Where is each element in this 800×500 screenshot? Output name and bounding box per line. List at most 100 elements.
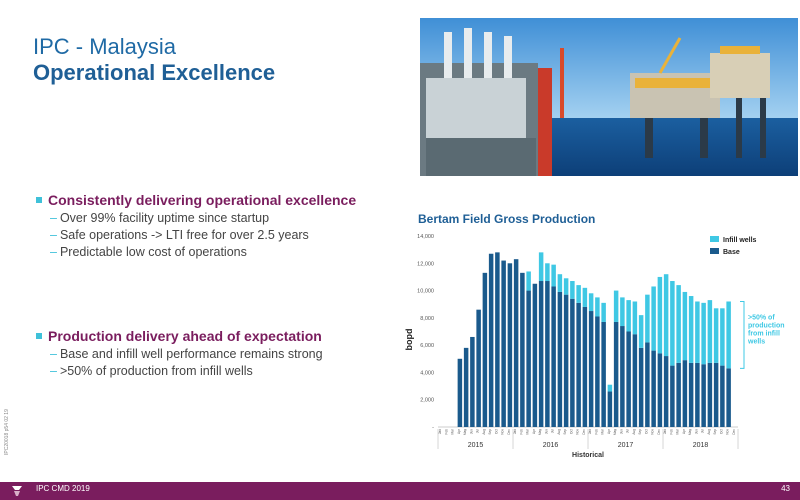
bar-infill (720, 308, 725, 366)
bar-infill (701, 302, 706, 365)
x-tick-label: Apr (607, 428, 611, 434)
bar-infill (538, 252, 544, 282)
bar-base (726, 368, 731, 427)
bar-base (713, 362, 719, 427)
bar-base (620, 326, 625, 427)
x-tick-label: Dec (657, 429, 661, 435)
y-tick-label: 2,000 (420, 398, 434, 404)
bar-infill (613, 290, 619, 322)
legend-swatch-infill (710, 236, 719, 242)
x-tick-label: Oct (569, 429, 573, 434)
bar-base (551, 286, 556, 427)
x-tick-label: May (463, 429, 467, 435)
page-subtitle: Operational Excellence (33, 60, 276, 85)
bar-infill (657, 276, 663, 354)
bar-base (513, 259, 519, 427)
legend-label-base: Base (723, 249, 740, 256)
x-tick-label: Jul (701, 429, 705, 433)
bar-infill (620, 297, 625, 327)
x-tick-label: Feb (444, 429, 448, 435)
page-title: IPC - Malaysia (33, 34, 177, 59)
bar-infill (595, 297, 600, 317)
x-tick-label: Jan (663, 429, 667, 434)
x-tick-label: Aug (557, 429, 561, 435)
bullet-item: – Base and infill well performance remain… (50, 347, 323, 361)
x-tick-label: Jun (469, 429, 473, 434)
x-tick-label: Oct (644, 429, 648, 434)
bar-infill (551, 264, 556, 287)
x-tick-label: Jun (544, 429, 548, 434)
offshore-platform-photo (420, 18, 798, 176)
bar-base (632, 334, 638, 427)
bar-base (601, 321, 606, 427)
bullet-heading: Production delivery ahead of expectation (36, 328, 323, 344)
bar-infill (588, 293, 594, 312)
x-tick-label: Dec (582, 429, 586, 435)
bar-infill (638, 315, 644, 348)
x-tick-label: Mar (451, 428, 455, 434)
annotation-text: >50% of production from infill wells (747, 314, 785, 345)
bar-base (595, 316, 600, 427)
bar-base (526, 290, 531, 427)
bar-infill (545, 263, 550, 282)
annotation-line: from infill (748, 330, 780, 337)
bar-infill (563, 278, 569, 295)
bar-base (495, 252, 500, 427)
bar-base (488, 253, 494, 427)
bar-base (476, 309, 481, 427)
x-tick-label: Nov (651, 429, 655, 435)
x-tick-label: Apr (457, 428, 461, 434)
bar-infill (682, 291, 688, 361)
bar-base (582, 306, 588, 427)
bar-infill (582, 287, 588, 307)
bar-infill (670, 281, 675, 366)
bar-infill (645, 294, 650, 343)
x-tick-label: Mar (526, 428, 530, 434)
bar-base (682, 360, 688, 427)
year-label: 2016 (543, 442, 559, 449)
x-tick-label: Nov (501, 429, 505, 435)
bar-base (588, 311, 594, 427)
x-tick-label: Jul (476, 429, 480, 433)
bar-base (507, 263, 513, 427)
bar-base (651, 350, 656, 427)
x-tick-label: Nov (576, 429, 580, 435)
bar-infill (632, 301, 638, 335)
x-tick-label: Jun (619, 429, 623, 434)
bullet-text: Predictable low cost of operations (59, 245, 247, 259)
x-tick-label: Jan (513, 429, 517, 434)
bullet-item: – Safe operations -> LTI free for over 2.… (50, 228, 309, 242)
y-tick-label: 8,000 (420, 316, 434, 322)
bar-infill (570, 281, 575, 299)
bar-base (563, 294, 569, 427)
bar-infill (676, 285, 681, 363)
x-tick-label: Mar (601, 428, 605, 434)
x-tick-label: Sep (713, 429, 717, 435)
bar-base (720, 365, 725, 427)
x-tick-label: Sep (563, 429, 567, 435)
x-tick-label: Feb (669, 429, 673, 435)
x-tick-label: Sep (488, 429, 492, 435)
year-label: 2018 (693, 442, 709, 449)
bar-base (645, 342, 650, 427)
y-tick-label: - (432, 425, 434, 431)
chart-title: Bertam Field Gross Production (418, 212, 596, 226)
bar-base (607, 391, 613, 427)
x-tick-label: Oct (494, 429, 498, 434)
bar-base (657, 353, 663, 427)
footer-bar: IPC CMD 2019 43 (0, 482, 800, 500)
bar-infill (601, 302, 606, 322)
x-tick-label: Feb (594, 429, 598, 435)
bullet-text: >50% of production from infill wells (59, 364, 253, 378)
y-tick-label: 10,000 (417, 289, 434, 295)
x-tick-label: Sep (638, 429, 642, 435)
bar-base (570, 298, 575, 427)
bar-base (707, 362, 713, 427)
y-tick-label: 4,000 (420, 370, 434, 376)
bar-infill (607, 384, 613, 392)
bar-base (701, 364, 706, 427)
bar-infill (663, 274, 669, 357)
bar-base (457, 358, 463, 427)
x-tick-label: Nov (726, 429, 730, 435)
bar-base (538, 281, 544, 427)
